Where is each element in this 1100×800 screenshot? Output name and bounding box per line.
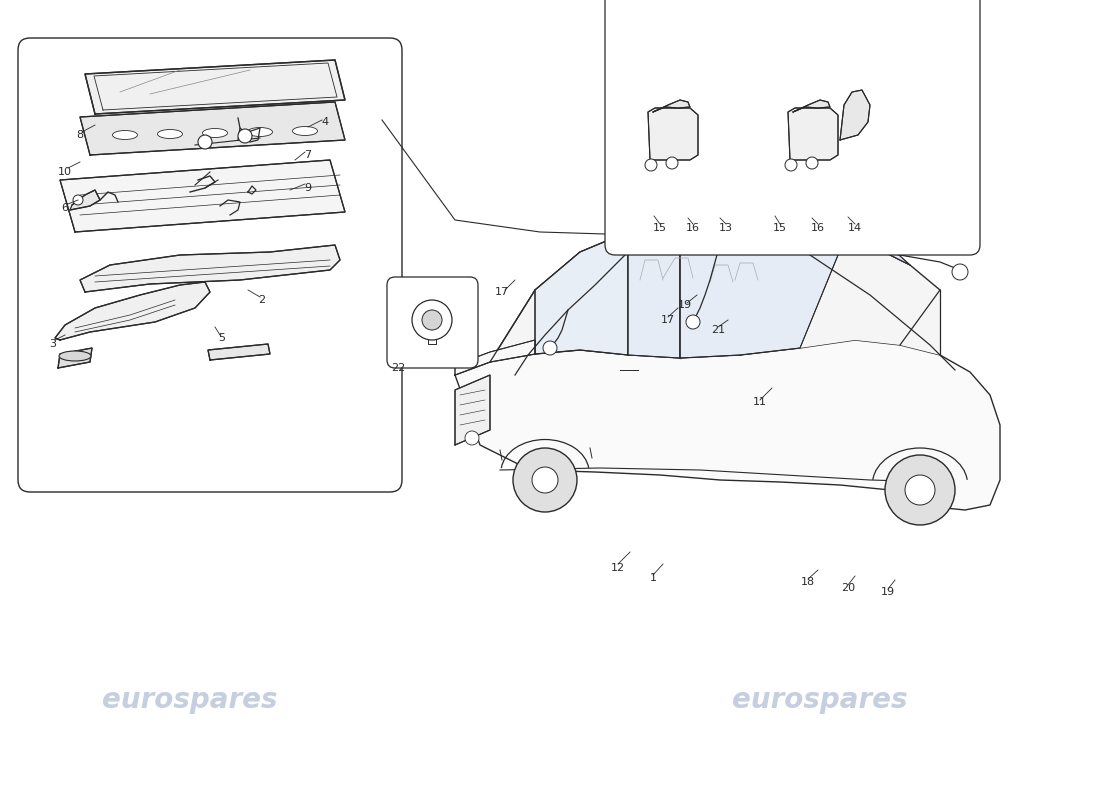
Circle shape [513,448,578,512]
Polygon shape [455,340,1000,510]
Text: 10: 10 [58,167,72,177]
Polygon shape [845,238,910,265]
Text: eurospares: eurospares [102,686,277,714]
Polygon shape [85,60,345,114]
Text: 4: 4 [321,117,329,127]
Circle shape [422,310,442,330]
Ellipse shape [59,351,91,361]
Ellipse shape [157,130,183,138]
Polygon shape [788,108,838,160]
Text: 16: 16 [811,223,825,233]
Text: 17: 17 [661,315,675,325]
Text: 20: 20 [840,583,855,593]
Circle shape [686,315,700,329]
Polygon shape [648,108,698,160]
Text: 9: 9 [305,183,311,193]
Circle shape [952,264,968,280]
Text: 15: 15 [773,223,786,233]
Ellipse shape [248,127,273,137]
Polygon shape [455,375,490,445]
Text: 21: 21 [711,325,725,335]
Text: 18: 18 [801,577,815,587]
Circle shape [532,467,558,493]
Polygon shape [638,228,788,242]
Polygon shape [455,340,535,375]
Text: 19: 19 [881,587,895,597]
Polygon shape [80,245,340,292]
Text: eurospares: eurospares [733,686,908,714]
Text: 2: 2 [258,295,265,305]
Circle shape [543,341,557,355]
Polygon shape [55,282,210,340]
Polygon shape [490,228,940,362]
Circle shape [886,455,955,525]
Polygon shape [60,160,345,232]
Circle shape [198,135,212,149]
Polygon shape [80,102,345,155]
Circle shape [905,475,935,505]
Circle shape [238,129,252,143]
Text: 3: 3 [50,339,56,349]
Polygon shape [840,90,870,140]
Ellipse shape [293,126,318,135]
Text: 11: 11 [754,397,767,407]
Circle shape [412,300,452,340]
FancyBboxPatch shape [605,0,980,255]
Text: 12: 12 [610,563,625,573]
Text: 8: 8 [76,130,84,140]
Text: eurospares: eurospares [102,226,277,254]
FancyBboxPatch shape [387,277,478,368]
Polygon shape [628,228,680,358]
Text: 19: 19 [678,300,692,310]
Ellipse shape [112,130,138,139]
Text: 7: 7 [305,150,311,160]
Circle shape [806,157,818,169]
Circle shape [73,195,82,205]
Text: 14: 14 [848,223,862,233]
Polygon shape [653,100,690,112]
Text: 13: 13 [719,223,733,233]
Text: 15: 15 [653,223,667,233]
Polygon shape [70,190,100,210]
Circle shape [666,157,678,169]
Circle shape [465,431,478,445]
Polygon shape [680,228,845,358]
Polygon shape [793,100,830,112]
Text: 17: 17 [495,287,509,297]
Circle shape [645,159,657,171]
Polygon shape [58,348,92,368]
Text: 22: 22 [390,363,405,373]
Text: 1: 1 [649,573,657,583]
Text: 16: 16 [686,223,700,233]
Text: 6: 6 [62,203,68,213]
FancyBboxPatch shape [18,38,402,492]
Polygon shape [208,344,270,360]
Circle shape [785,159,798,171]
Polygon shape [535,232,628,355]
Ellipse shape [202,129,228,138]
Text: 5: 5 [219,333,225,343]
Text: eurospares: eurospares [632,226,807,254]
